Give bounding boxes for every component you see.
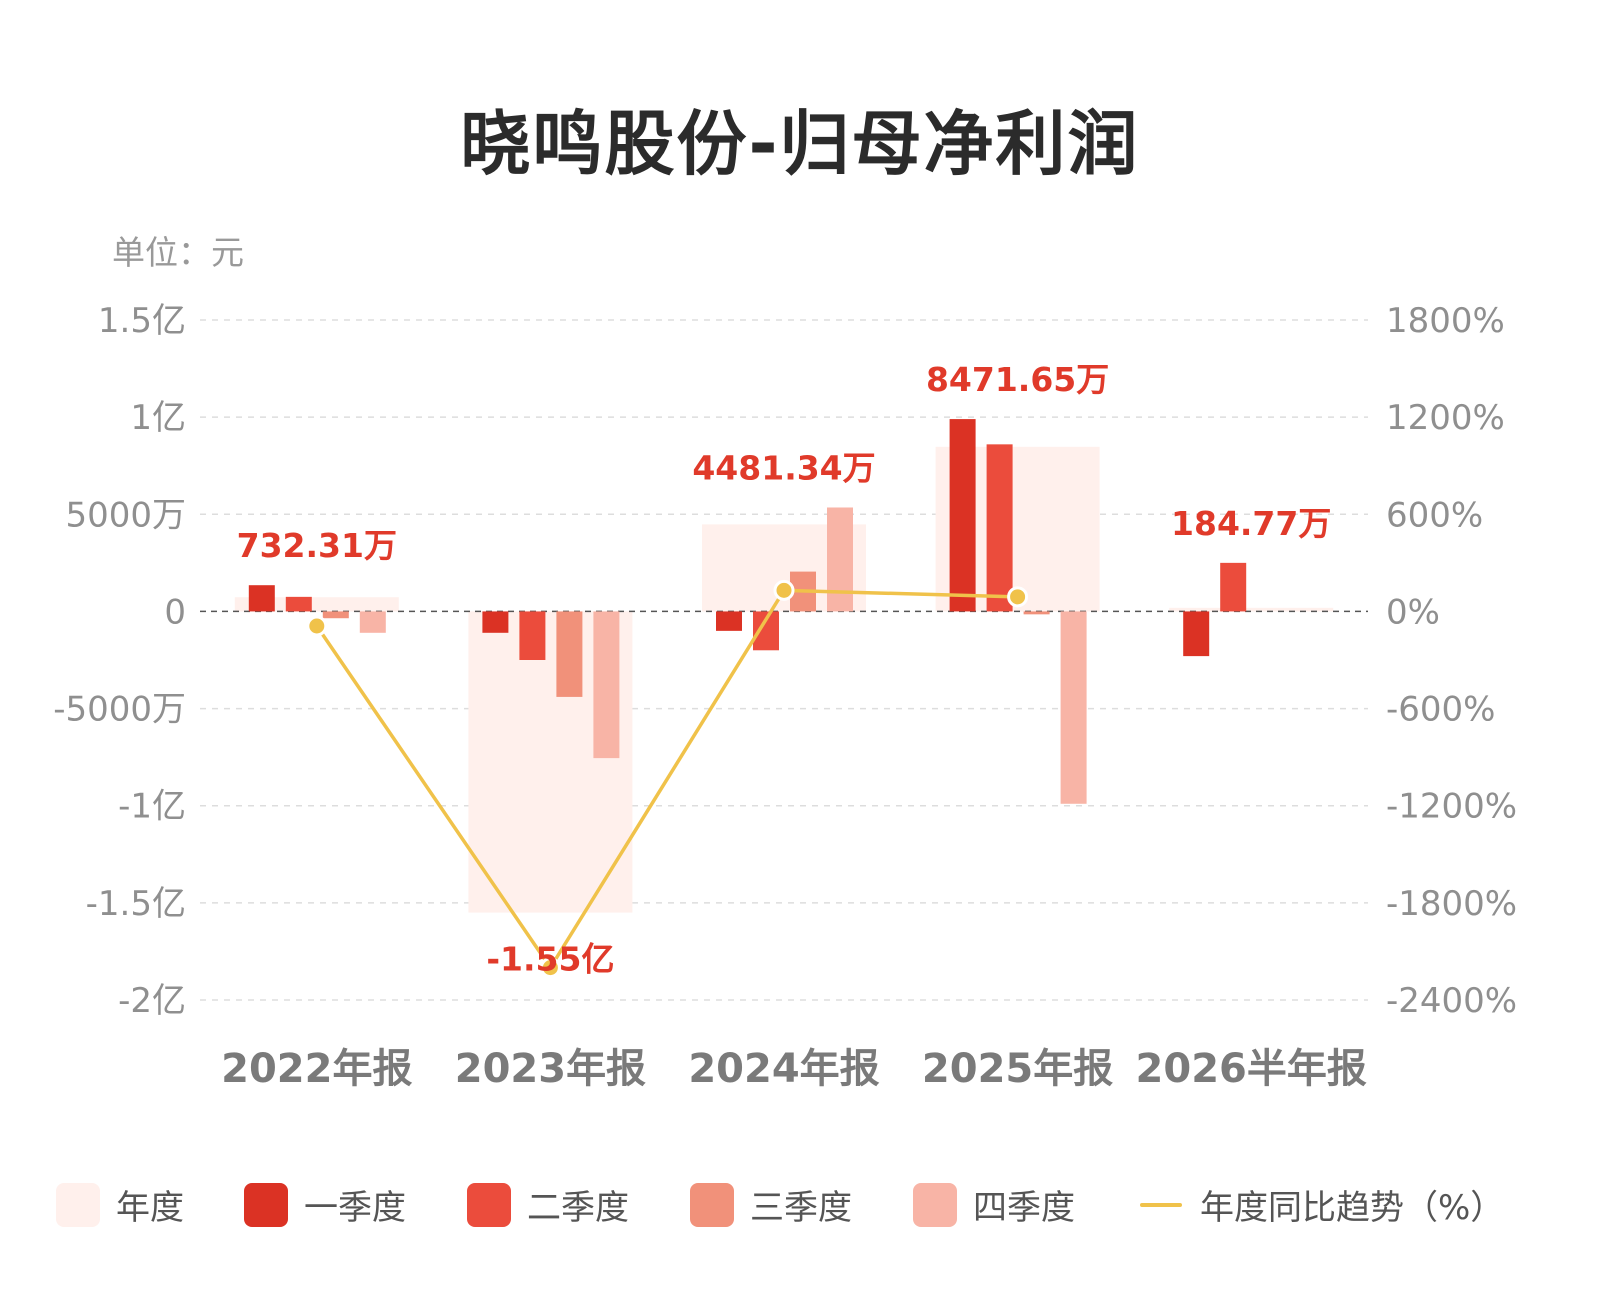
left-tick-label: -1亿 [118, 787, 186, 827]
left-axis: 1.5亿 1亿 5000万 0 -5000万 -1亿 -1.5亿 -2亿 [53, 301, 186, 1021]
bar-q2 [519, 611, 546, 660]
bar-q4 [1060, 611, 1087, 804]
right-tick-label: -2400% [1386, 981, 1517, 1021]
annual-bars [234, 446, 1334, 913]
bar-q2 [986, 444, 1013, 612]
bar-q2 [285, 596, 312, 612]
right-tick-label: 600% [1386, 495, 1483, 535]
trend-point [306, 615, 328, 637]
annual-bar [1169, 607, 1334, 612]
category-label: 2025年报 [922, 1046, 1113, 1092]
legend-item-trend[interactable]: 年度同比趋势（%） [1140, 1180, 1504, 1229]
legend: 年度 一季度 二季度 三季度 四季度 年度同比趋势（%） [0, 1180, 1600, 1230]
bar-q1 [949, 419, 976, 612]
bar-q3 [1023, 611, 1050, 615]
annual-bar [234, 597, 399, 612]
legend-label-trend: 年度同比趋势（%） [1200, 1188, 1505, 1228]
legend-swatch-annual [56, 1182, 100, 1227]
category-label: 2022年报 [221, 1046, 412, 1092]
bar-q1 [248, 585, 275, 612]
legend-swatch-trend [1140, 1202, 1182, 1207]
bar-q4 [827, 507, 853, 612]
legend-item-q4[interactable]: 四季度 [913, 1180, 1075, 1229]
right-tick-label: -1800% [1386, 884, 1517, 924]
bar-q4 [359, 611, 386, 633]
legend-label-q2: 二季度 [527, 1188, 629, 1228]
left-tick-label: -5000万 [53, 690, 186, 730]
legend-label-q4: 四季度 [973, 1188, 1075, 1228]
right-tick-label: -1200% [1386, 787, 1517, 827]
trend-line [306, 579, 1029, 979]
legend-swatch-q2 [467, 1182, 511, 1227]
left-tick-label: 0 [164, 592, 186, 632]
bar-q1 [716, 611, 742, 631]
data-label: 8471.65万 [926, 360, 1109, 399]
bar-q3 [322, 611, 349, 619]
data-label: 732.31万 [237, 526, 397, 565]
bar-q4 [593, 611, 620, 759]
trend-point [773, 579, 795, 601]
legend-swatch-q1 [244, 1182, 288, 1227]
chart-title: 晓鸣股份-归母净利润 [460, 103, 1140, 185]
trend-point [539, 957, 561, 979]
gridlines [200, 319, 1368, 1001]
data-label: 184.77万 [1171, 504, 1331, 543]
bar-q3 [556, 611, 583, 697]
right-tick-label: -600% [1386, 690, 1495, 730]
legend-swatch-q4 [913, 1182, 957, 1227]
legend-item-q2[interactable]: 二季度 [467, 1180, 629, 1229]
category-label: 2026半年报 [1136, 1046, 1367, 1092]
category-labels: 2022年报 2023年报 2024年报 2025年报 2026半年报 [221, 1046, 1367, 1092]
trend-point [1007, 586, 1029, 608]
left-tick-label: 1亿 [130, 398, 186, 438]
right-tick-label: 0% [1386, 592, 1440, 632]
legend-swatch-q3 [690, 1182, 734, 1227]
legend-label-q1: 一季度 [304, 1188, 406, 1228]
right-tick-label: 1200% [1386, 398, 1505, 438]
data-labels: 732.31万 -1.55亿 4481.34万 8471.65万 184.77万 [237, 360, 1332, 978]
left-tick-label: -1.5亿 [86, 884, 186, 924]
legend-item-q1[interactable]: 一季度 [244, 1180, 406, 1229]
left-tick-label: 1.5亿 [98, 301, 186, 341]
left-tick-label: -2亿 [118, 981, 186, 1021]
left-tick-label: 5000万 [65, 495, 186, 535]
right-tick-label: 1800% [1386, 301, 1505, 341]
legend-label-annual: 年度 [116, 1188, 184, 1228]
legend-item-q3[interactable]: 三季度 [690, 1180, 852, 1229]
legend-item-annual[interactable]: 年度 [56, 1180, 184, 1229]
legend-label-q3: 三季度 [750, 1188, 852, 1228]
bar-q1 [1183, 611, 1210, 657]
category-label: 2023年报 [455, 1046, 646, 1092]
category-label: 2024年报 [688, 1046, 879, 1092]
bar-q1 [482, 611, 509, 633]
trend-polyline [315, 588, 1018, 970]
data-label: -1.55亿 [486, 940, 614, 979]
unit-label: 单位：元 [112, 233, 244, 272]
bar-q2 [1220, 562, 1247, 612]
quarter-bars [248, 419, 1247, 804]
data-label: 4481.34万 [692, 448, 875, 487]
right-axis: 1800% 1200% 600% 0% -600% -1200% -1800% -2400% [1386, 301, 1517, 1021]
